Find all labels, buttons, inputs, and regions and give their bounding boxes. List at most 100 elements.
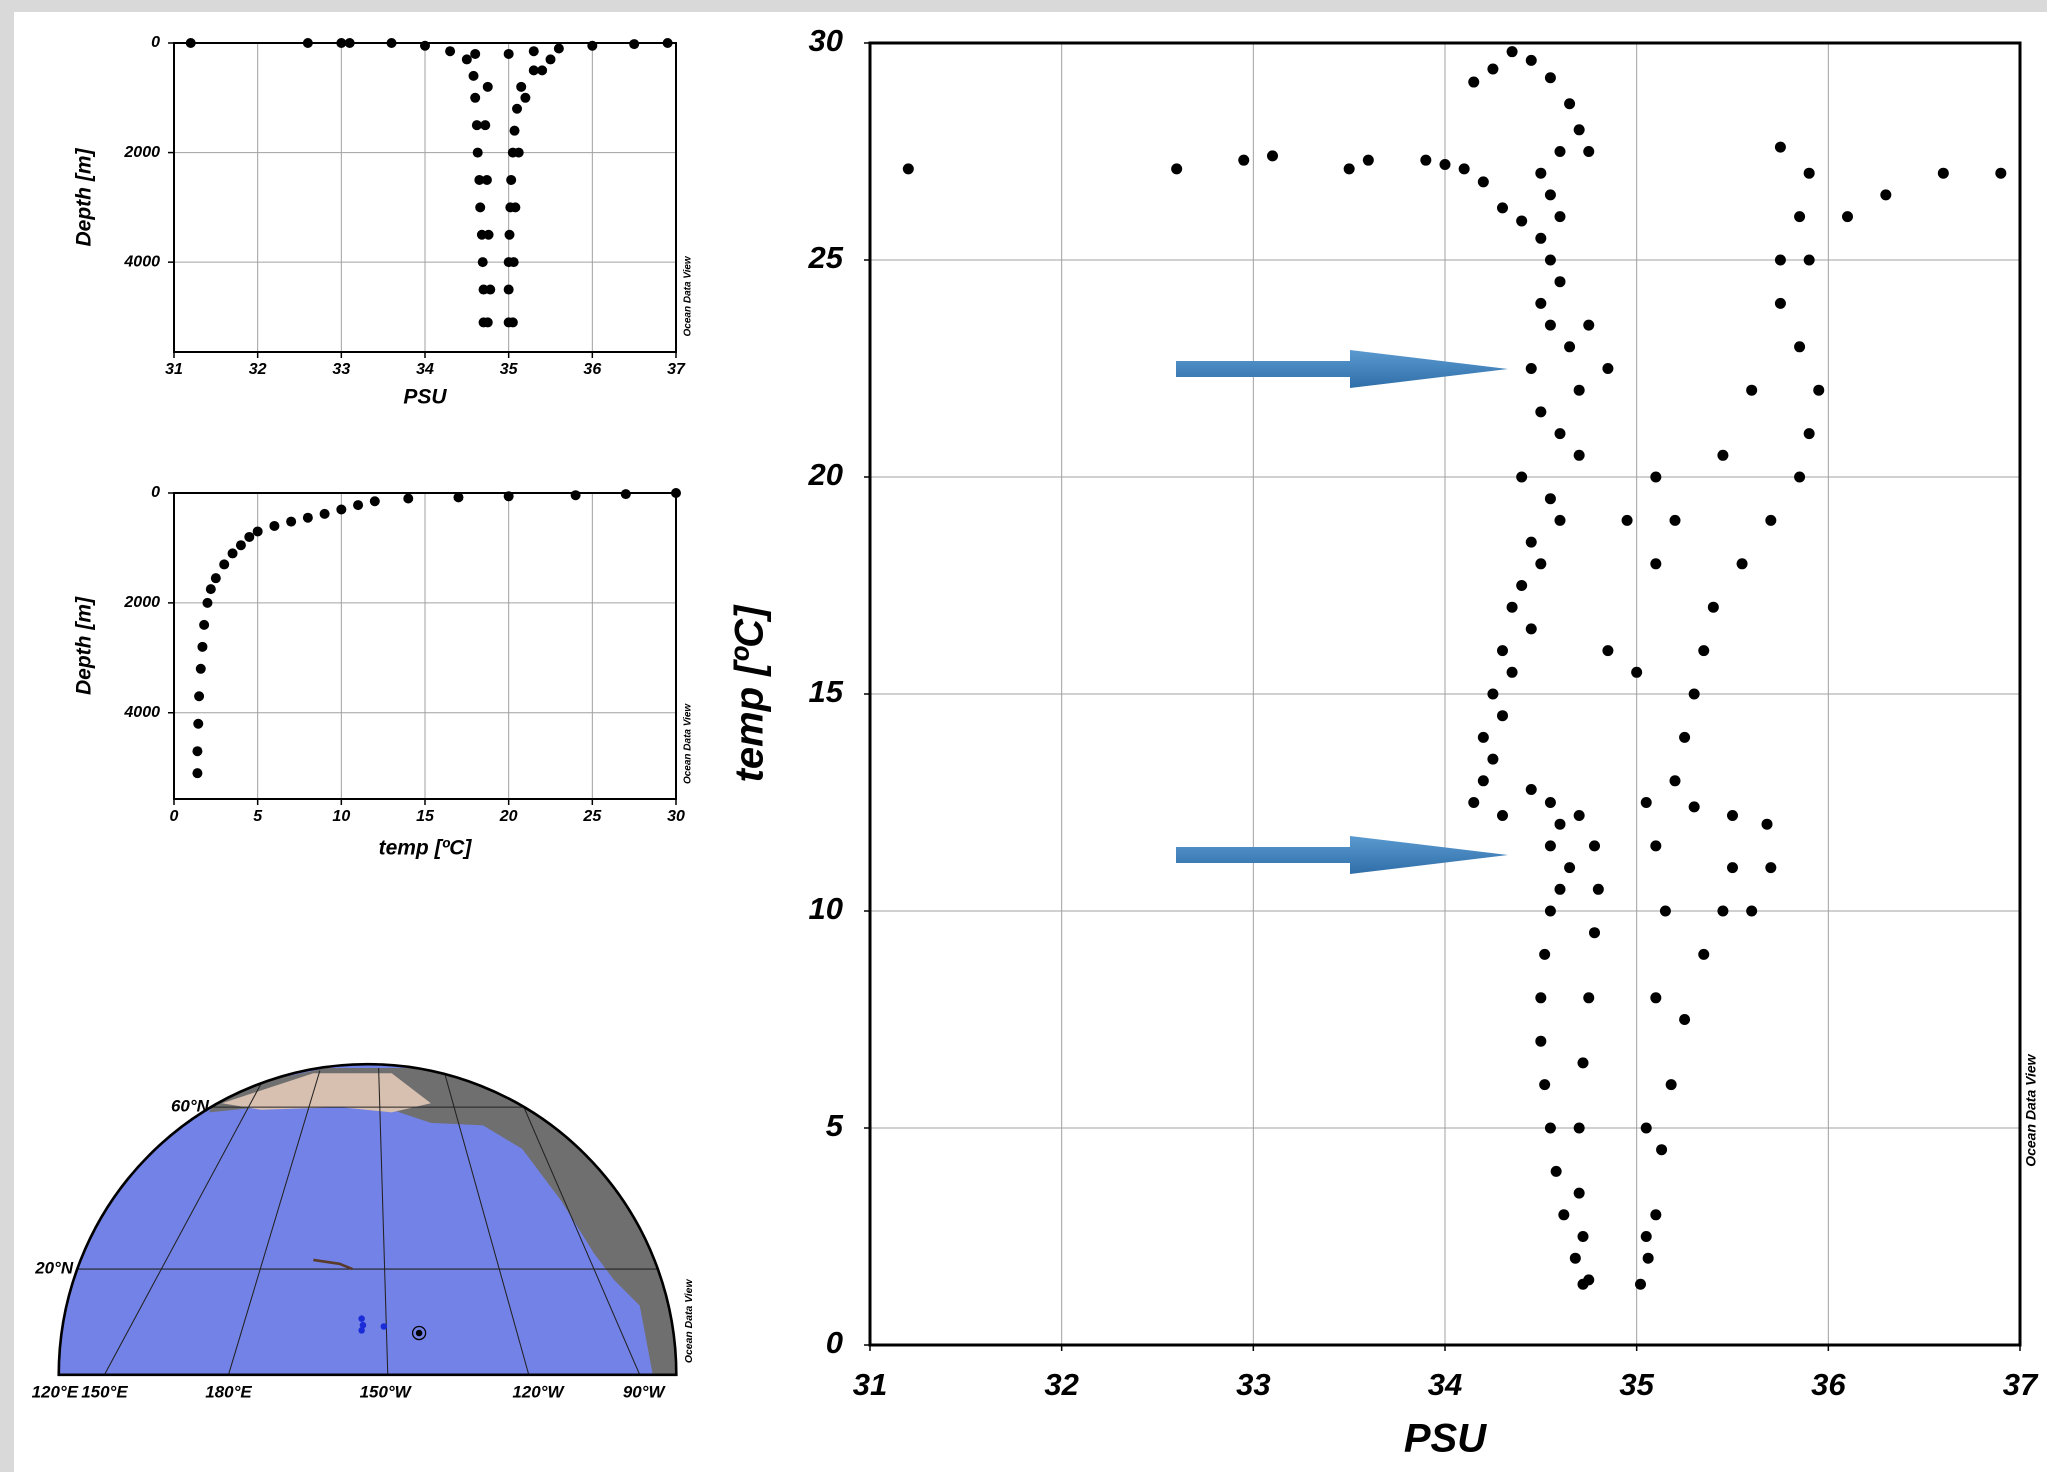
lon-label: 90°W (623, 1383, 667, 1402)
data-point (514, 148, 524, 158)
watermark: Ocean Data View (2023, 1053, 2039, 1166)
x-tick-label: 31 (165, 361, 183, 378)
data-point (1698, 645, 1709, 656)
data-point (1555, 884, 1566, 895)
x-tick-label: 25 (582, 808, 602, 825)
lon-label: 120°E (32, 1383, 79, 1402)
data-point (510, 202, 520, 212)
x-axis-title: PSU (403, 386, 447, 409)
data-point (1775, 298, 1786, 309)
data-point (1545, 72, 1556, 83)
data-point (1420, 155, 1431, 166)
data-point (1650, 1209, 1661, 1220)
data-point (1574, 450, 1585, 461)
data-point (199, 620, 209, 630)
data-point (1650, 558, 1661, 569)
data-point (554, 43, 564, 53)
data-point (1344, 163, 1355, 174)
data-point (1555, 515, 1566, 526)
data-point (475, 202, 485, 212)
data-point (1804, 428, 1815, 439)
data-point (1679, 1014, 1690, 1025)
x-tick-label: 5 (253, 808, 263, 825)
page: {"chart_data": [ {"type": "scatter", "x_… (0, 0, 2047, 1472)
data-point (571, 490, 581, 500)
data-point (469, 71, 479, 81)
y-tick-label: 4000 (123, 704, 160, 721)
x-tick-label: 32 (1044, 1367, 1078, 1402)
data-point (1545, 493, 1556, 504)
data-point (510, 126, 520, 136)
data-point (1526, 784, 1537, 795)
data-point (1765, 862, 1776, 873)
data-point (1746, 385, 1757, 396)
data-point (1670, 515, 1681, 526)
data-point (1539, 1079, 1550, 1090)
data-point (1238, 155, 1249, 166)
data-point (194, 691, 204, 701)
x-tick-label: 0 (170, 808, 179, 825)
data-point (1564, 341, 1575, 352)
x-tick-label: 34 (416, 361, 434, 378)
data-point (1641, 1123, 1652, 1134)
data-point (1794, 211, 1805, 222)
data-point (1775, 255, 1786, 266)
x-tick-label: 31 (853, 1367, 887, 1402)
data-point (1171, 163, 1182, 174)
data-point (1578, 1231, 1589, 1242)
data-point (1363, 155, 1374, 166)
watermark: Ocean Data View (683, 255, 694, 336)
data-point (269, 521, 279, 531)
data-point (1765, 515, 1776, 526)
y-tick-label: 0 (151, 484, 160, 501)
data-point (1526, 55, 1537, 66)
data-point (1535, 406, 1546, 417)
data-point (1564, 862, 1575, 873)
data-point (546, 54, 556, 64)
data-point (1938, 168, 1949, 179)
data-point (1497, 710, 1508, 721)
data-point (1717, 906, 1728, 917)
watermark: Ocean Data View (684, 1279, 695, 1364)
data-point (1545, 255, 1556, 266)
x-axis-title: temp [ºC] (379, 837, 473, 860)
y-tick-label: 10 (809, 891, 843, 926)
x-tick-label: 15 (416, 808, 435, 825)
data-point (1545, 906, 1556, 917)
data-point (370, 496, 380, 506)
data-point (1555, 428, 1566, 439)
y-tick-label: 20 (808, 457, 843, 492)
data-point (1545, 1123, 1556, 1134)
data-point (1478, 732, 1489, 743)
data-point (1535, 298, 1546, 309)
data-point (629, 39, 639, 49)
lon-label: 150°W (360, 1383, 413, 1402)
data-point (1635, 1279, 1646, 1290)
data-point (903, 163, 914, 174)
x-tick-label: 35 (500, 361, 519, 378)
data-point (516, 82, 526, 92)
watermark: Ocean Data View (683, 703, 694, 784)
data-point (1660, 906, 1671, 917)
data-point (1650, 840, 1661, 851)
data-point (1679, 732, 1690, 743)
y-axis-title: temp [ºC] (728, 604, 772, 782)
y-tick-label: 0 (151, 34, 160, 51)
data-point (228, 548, 238, 558)
data-point (1516, 472, 1527, 483)
y-tick-label: 30 (809, 23, 843, 58)
data-point (1555, 146, 1566, 157)
data-point (236, 540, 246, 550)
data-point (1574, 385, 1585, 396)
lon-label: 150°E (81, 1383, 128, 1402)
data-point (470, 49, 480, 59)
data-point (1545, 840, 1556, 851)
data-point (1459, 163, 1470, 174)
y-tick-label: 25 (808, 240, 844, 275)
y-tick-label: 5 (826, 1108, 844, 1143)
data-point (1708, 602, 1719, 613)
data-point (1589, 927, 1600, 938)
data-point (1670, 775, 1681, 786)
x-tick-label: 32 (249, 361, 267, 378)
data-point (1507, 667, 1518, 678)
